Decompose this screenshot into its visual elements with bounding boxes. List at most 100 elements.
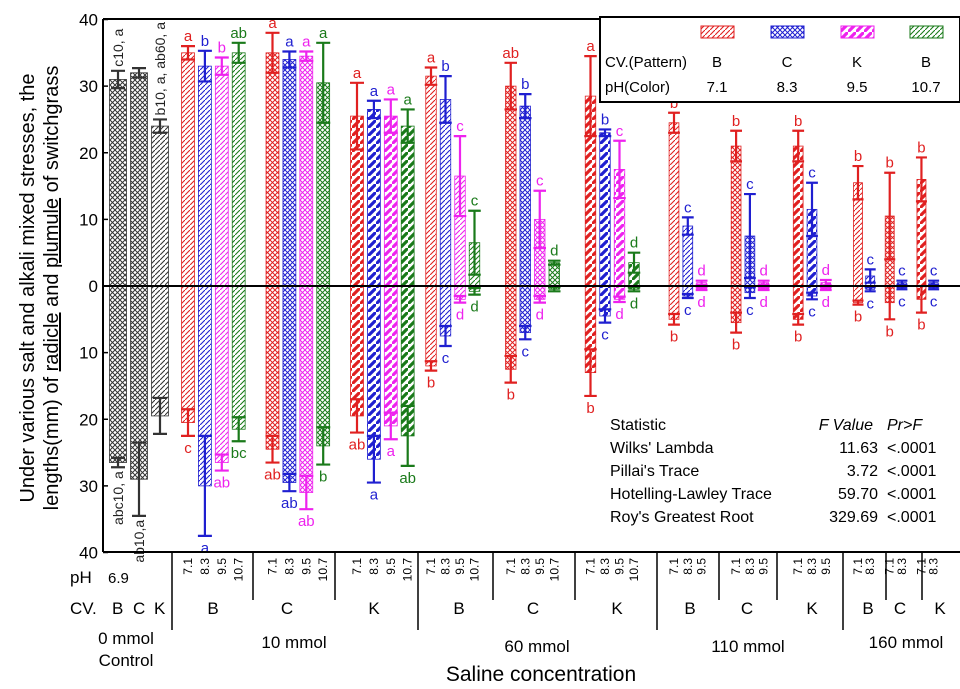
stats-row-p: <.0001 (887, 509, 936, 526)
bar-plumule (439, 99, 452, 287)
sig-label-plumule: c (746, 176, 754, 193)
error-bar-plumule (548, 259, 561, 266)
x-ph-tick-label: 7.1 (504, 558, 518, 575)
y-tick-label: 0 (89, 277, 98, 296)
sig-label-plumule: d (697, 263, 705, 280)
error-bar-radicle (468, 286, 481, 296)
error-bar-plumule (153, 118, 167, 134)
sig-label-plumule: a (586, 38, 595, 55)
sig-label-plumule: b (670, 95, 678, 112)
legend-ph: 10.7 (911, 79, 940, 96)
error-bar-radicle (613, 295, 626, 304)
sig-label-radicle: ab (281, 495, 298, 512)
error-bar-radicle (519, 324, 532, 341)
bar-plumule (198, 65, 212, 287)
stats-header-statistic: Statistic (610, 417, 666, 434)
sig-label-radicle: b (670, 329, 678, 346)
x-ph-tick-label: 7.1 (350, 558, 364, 575)
x-ph-tick-label: 7.1 (266, 558, 280, 575)
error-bar-plumule (265, 31, 280, 74)
x-ph-tick-label: 8.3 (198, 558, 212, 575)
x-cv-label: B (453, 599, 464, 618)
bar-radicle (367, 285, 381, 460)
sig-label-plumule: b (886, 155, 894, 172)
x-cv-row-label: CV. (70, 599, 97, 618)
y-tick-label: 10 (79, 344, 98, 363)
error-bar-plumule (896, 279, 908, 286)
error-bar-radicle (598, 308, 612, 324)
sig-label-plumule: a (184, 28, 193, 45)
x-ph-row-label: pH (70, 568, 92, 587)
sig-label-radicle: b (507, 387, 515, 404)
x-group-label: 10 mmol (261, 633, 326, 652)
sig-label-radicle: c (746, 302, 754, 319)
x-ph-tick-label: 9.5 (695, 558, 709, 575)
legend-swatch (840, 25, 875, 39)
sig-label-radicle: a (201, 540, 210, 557)
error-bar-radicle (792, 312, 805, 326)
y-axis-label-plumule: plumule (41, 198, 63, 268)
sig-label-plumule: a (285, 33, 294, 50)
error-bar-plumule (915, 156, 927, 203)
error-bar-radicle (282, 472, 297, 493)
y-axis-label-pre: lengths(mm) of (41, 371, 63, 510)
error-bar-radicle (153, 396, 167, 436)
error-bar-plumule (468, 209, 481, 276)
stats-row-f: 3.72 (847, 463, 878, 480)
x-cv-label: B (862, 599, 873, 618)
error-bar-radicle (231, 416, 246, 443)
legend-ph-label: pH(Color) (605, 79, 670, 96)
bar-radicle (231, 285, 246, 430)
stats-row-name: Pillai's Trace (610, 463, 699, 480)
sig-label-radicle: a (387, 443, 396, 460)
y-tick-label: 20 (79, 410, 98, 429)
x-ph-tick-label: 9.5 (757, 558, 771, 575)
error-bar-plumule (214, 56, 229, 76)
sig-label-plumule: d (760, 263, 768, 280)
sig-label-radicle: ab10,a (131, 520, 147, 563)
legend-entries: B 7.1 C 8.3 K 9.5 B 10.7 (700, 25, 944, 96)
sig-label-plumule: b (441, 58, 449, 75)
error-bar-plumule (598, 128, 612, 138)
error-bar-radicle (695, 286, 708, 292)
bar-plumule (265, 52, 280, 287)
stats-row-f: 59.70 (838, 486, 878, 503)
error-bar-radicle (584, 348, 597, 398)
x-group-label: 60 mmol (504, 637, 569, 656)
x-ph-tick-label: 8.3 (518, 558, 532, 575)
error-bar-radicle (111, 456, 125, 469)
bar-plumule (548, 262, 560, 287)
sig-label-radicle: b (794, 329, 802, 346)
x-group-label: 160 mmol (869, 633, 944, 652)
error-bar-plumule (792, 129, 805, 163)
x-ph-tick-label: 7.1 (667, 558, 681, 575)
sig-label-plumule: ab (230, 25, 247, 42)
stats-row-p: <.0001 (887, 440, 936, 457)
sig-label-plumule: d (822, 262, 830, 279)
error-bar-radicle (453, 294, 467, 304)
sig-label-plumule: c (866, 251, 874, 268)
legend-cv: B (712, 54, 722, 71)
error-bar-plumule (282, 50, 297, 69)
x-ph-tick-label: 8.3 (863, 558, 877, 575)
error-bar-plumule (132, 67, 146, 79)
error-bar-plumule (111, 69, 125, 90)
error-bar-radicle (214, 453, 229, 472)
error-bar-plumule (383, 98, 398, 134)
bar-radicle (109, 285, 127, 463)
sig-label-radicle: d (630, 295, 638, 312)
error-bar-radicle (627, 286, 641, 293)
sig-label-radicle: ab (213, 475, 230, 492)
stats-row-name: Wilks' Lambda (610, 440, 714, 457)
x-axis-title: Saline concentration (446, 663, 636, 686)
x-ph-tick-label: 9.5 (215, 558, 229, 575)
x-ph-tick-label: 7.1 (851, 558, 865, 575)
bar-radicle (181, 285, 195, 423)
x-ph-tick-label: 8.3 (895, 558, 909, 575)
error-bar-plumule (366, 99, 381, 120)
sig-label-radicle: d (536, 307, 544, 324)
error-bar-plumule (668, 111, 680, 134)
y-tick-label: 40 (79, 544, 98, 563)
